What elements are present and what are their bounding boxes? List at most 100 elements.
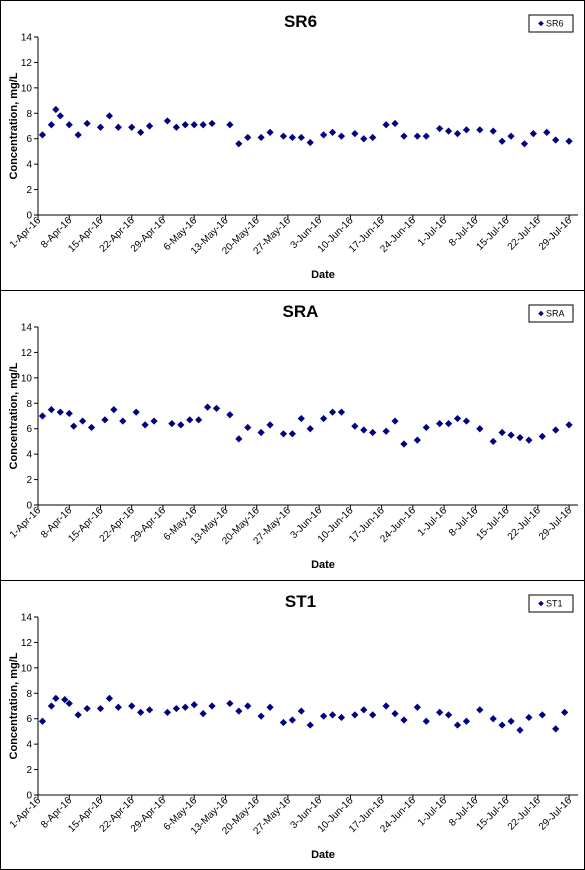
data-point	[351, 422, 359, 430]
data-point	[476, 126, 484, 134]
y-tick-label: 2	[26, 185, 32, 196]
data-point	[145, 122, 154, 130]
data-point	[70, 422, 78, 430]
legend-label: SR6	[546, 19, 564, 29]
data-point	[279, 132, 288, 140]
data-point	[328, 408, 337, 416]
data-point	[47, 702, 55, 710]
x-tick-label: 15-Jul-16	[474, 795, 512, 833]
y-tick-label: 0	[26, 211, 32, 222]
data-point	[520, 140, 529, 148]
data-point	[382, 427, 390, 435]
data-point	[226, 699, 234, 708]
data-point	[552, 426, 560, 434]
y-tick-label: 4	[26, 160, 32, 171]
data-point	[181, 121, 189, 129]
y-axis-title: Concentration, mg/L	[8, 72, 20, 179]
data-point	[351, 711, 359, 719]
data-point	[565, 421, 573, 429]
x-tick-label: 29-Apr-16	[129, 215, 169, 255]
x-tick-label: 15-Jul-16	[474, 215, 512, 253]
y-tick-label: 14	[21, 323, 33, 334]
data-point	[235, 435, 243, 443]
data-point	[190, 121, 198, 129]
y-tick-label: 10	[21, 83, 33, 94]
chart-panel-sra: SRA 0 2 4 6 8 10 12 14 1-Apr-16 8-Apr-16 15-Apr-16 2…	[0, 290, 585, 581]
data-point	[96, 123, 105, 131]
data-point	[226, 121, 234, 129]
data-point	[498, 137, 506, 145]
data-point	[306, 425, 314, 433]
data-point	[128, 702, 136, 710]
scatter-chart: ST1024681012141-Apr-168-Apr-1615-Apr-162…	[8, 592, 578, 861]
legend: SRA	[528, 304, 574, 323]
y-tick-label: 6	[26, 134, 32, 145]
x-tick-label: 1-Jul-16	[416, 505, 450, 539]
y-tick-label: 8	[26, 109, 32, 120]
x-tick-label: 29-Apr-16	[129, 795, 169, 835]
data-point	[320, 131, 328, 139]
data-point	[257, 133, 265, 142]
y-tick-label: 2	[26, 765, 32, 776]
data-point	[288, 716, 296, 724]
data-point	[391, 119, 399, 128]
y-tick-label: 10	[21, 663, 33, 674]
data-point	[266, 128, 274, 136]
chart-panel-sr6: SR6 0 2 4 6 8 10 12 14 1-Apr-16 8-Apr-16 15-Apr-16 2…	[0, 0, 585, 291]
data-point	[320, 414, 328, 423]
data-point	[507, 132, 515, 140]
data-point	[288, 430, 296, 438]
data-point	[79, 417, 87, 425]
data-point	[199, 121, 207, 129]
data-point	[400, 132, 408, 140]
data-point	[382, 121, 390, 129]
x-tick-label: 29-Jul-16	[537, 505, 575, 543]
data-point	[369, 133, 377, 142]
data-point	[38, 717, 47, 725]
data-point	[74, 711, 82, 719]
y-tick-label: 0	[26, 791, 32, 802]
x-tick-label: 15-Jul-16	[474, 505, 512, 543]
data-point	[266, 421, 274, 429]
legend-marker-icon	[538, 600, 544, 607]
data-point	[444, 711, 453, 719]
data-point	[105, 112, 114, 120]
data-point	[444, 420, 453, 428]
data-point	[462, 126, 471, 134]
data-point	[360, 706, 368, 714]
x-tick-label: 22-Jul-16	[506, 505, 544, 543]
data-point	[244, 702, 252, 710]
x-tick-label: 22-Jul-16	[506, 795, 544, 833]
chart-title: SR6	[284, 12, 317, 31]
legend-box	[528, 14, 574, 33]
data-point	[119, 417, 127, 425]
data-point	[507, 431, 515, 439]
data-point	[288, 133, 296, 142]
legend-marker-icon	[538, 310, 544, 317]
data-point	[436, 708, 444, 716]
data-point	[400, 440, 408, 448]
data-point	[391, 710, 399, 718]
data-point	[83, 704, 91, 713]
data-point	[369, 711, 377, 719]
data-point	[525, 436, 533, 444]
x-tick-label: 22-Jul-16	[506, 215, 544, 253]
data-point	[543, 128, 551, 136]
data-point	[87, 423, 96, 432]
data-point	[163, 708, 172, 716]
y-axis-title: Concentration, mg/L	[8, 362, 20, 469]
x-tick-label: 29-Jul-16	[537, 795, 575, 833]
data-point	[306, 138, 314, 147]
data-point	[47, 121, 55, 129]
y-tick-label: 8	[26, 399, 32, 410]
data-point	[297, 133, 305, 142]
x-axis-title: Date	[311, 849, 335, 861]
data-point	[476, 706, 484, 714]
data-point	[65, 121, 73, 129]
data-point	[297, 414, 305, 423]
y-tick-label: 0	[26, 501, 32, 512]
data-point	[489, 715, 497, 723]
scatter-chart: SR6024681012141-Apr-168-Apr-1615-Apr-162…	[8, 12, 578, 281]
x-tick-label: 29-Apr-16	[129, 505, 169, 545]
data-point	[168, 420, 176, 428]
